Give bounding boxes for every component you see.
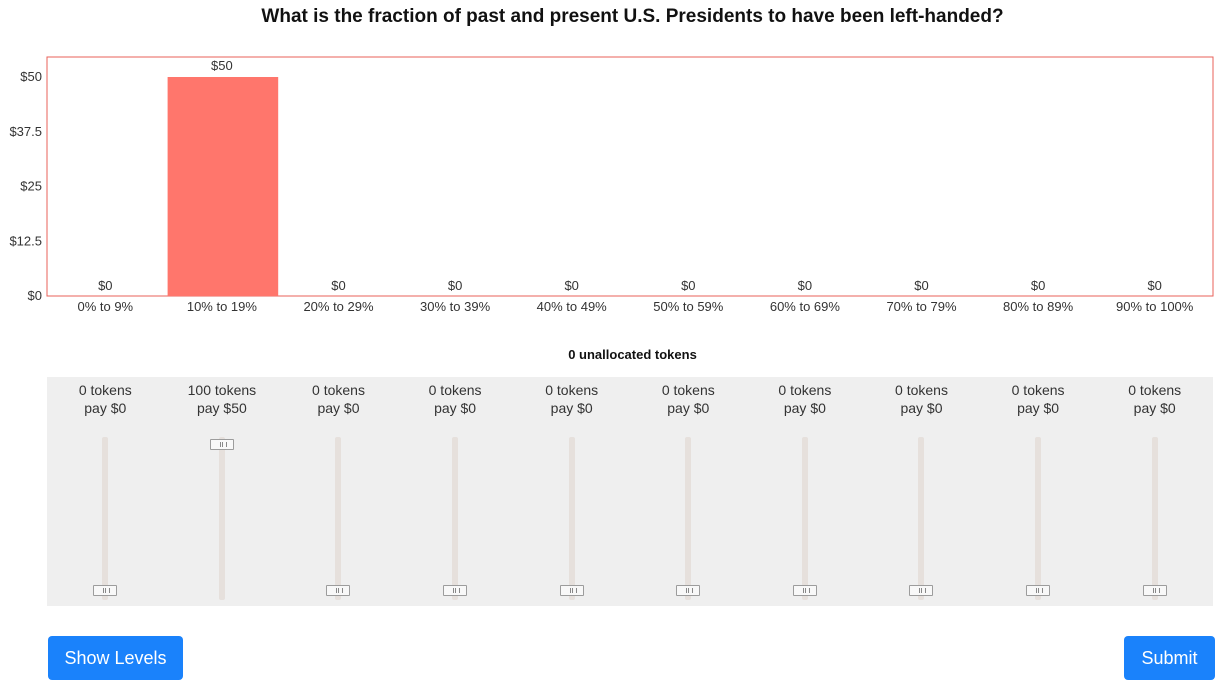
y-tick-label: $25 xyxy=(20,179,42,194)
slider-column: 0 tokens pay $0 xyxy=(747,377,864,606)
pay-amount-label: pay $0 xyxy=(783,400,826,416)
submit-button[interactable]: Submit xyxy=(1124,636,1215,680)
slider-column: 0 tokens pay $0 xyxy=(980,377,1097,606)
y-tick-label: $12.5 xyxy=(9,233,42,248)
bar-value-label: $0 xyxy=(1031,278,1045,293)
x-tick-label: 20% to 29% xyxy=(303,299,374,314)
slider-column: 0 tokens pay $0 xyxy=(280,377,397,606)
bar-value-label: $0 xyxy=(448,278,462,293)
x-tick-label: 90% to 100% xyxy=(1116,299,1194,314)
slider-handle[interactable] xyxy=(443,585,468,596)
bar-value-label: $0 xyxy=(98,278,112,293)
x-tick-label: 70% to 79% xyxy=(886,299,957,314)
pay-amount-label: pay $0 xyxy=(317,400,360,416)
bar-value-label: $0 xyxy=(798,278,812,293)
slider-handle[interactable] xyxy=(676,585,701,596)
slider-column: 0 tokens pay $0 xyxy=(863,377,980,606)
pay-amount-label: pay $0 xyxy=(550,400,593,416)
slider-track[interactable] xyxy=(685,437,692,600)
slider-column: 0 tokens pay $0 xyxy=(513,377,630,606)
slider-handle[interactable] xyxy=(326,585,351,596)
slider-handle[interactable] xyxy=(93,585,118,596)
bar-value-label: $0 xyxy=(331,278,345,293)
bar-value-label: $0 xyxy=(681,278,695,293)
token-count-label: 0 tokens xyxy=(312,382,365,398)
token-count-label: 0 tokens xyxy=(1011,382,1065,398)
slider-panel: 0 tokens pay $0 100 tokens pay $50 0 tokens p… xyxy=(47,377,1213,606)
token-count-label: 0 tokens xyxy=(78,382,132,398)
show-levels-button[interactable]: Show Levels xyxy=(48,636,183,680)
x-tick-label: 40% to 49% xyxy=(537,299,608,314)
pay-amount-label: pay $0 xyxy=(667,400,710,416)
page-title: What is the fraction of past and present… xyxy=(261,6,1004,27)
slider-handle[interactable] xyxy=(209,439,234,450)
slider-track[interactable] xyxy=(1035,437,1042,600)
unallocated-tokens-label: 0 unallocated tokens xyxy=(568,347,697,362)
x-tick-label: 50% to 59% xyxy=(653,299,724,314)
slider-column: 0 tokens pay $0 xyxy=(1096,377,1213,606)
plot-frame xyxy=(46,56,1214,297)
pay-amount-label: pay $0 xyxy=(434,400,477,416)
slider-handle[interactable] xyxy=(559,585,584,596)
slider-column: 100 tokens pay $50 xyxy=(164,377,281,606)
pay-amount-label: pay $0 xyxy=(84,400,127,416)
slider-handle[interactable] xyxy=(1026,585,1051,596)
token-count-label: 0 tokens xyxy=(545,382,599,398)
x-tick-label: 0% to 9% xyxy=(77,299,133,314)
slider-handle[interactable] xyxy=(1142,585,1167,596)
y-tick-label: $0 xyxy=(28,288,42,303)
pay-amount-label: pay $50 xyxy=(196,400,247,416)
pay-amount-label: pay $0 xyxy=(1133,400,1176,416)
slider-column: 0 tokens pay $0 xyxy=(397,377,514,606)
bar xyxy=(167,77,279,296)
slider-track[interactable] xyxy=(1151,437,1158,600)
y-tick-label: $50 xyxy=(20,69,42,84)
slider-track[interactable] xyxy=(801,437,808,600)
slider-track[interactable] xyxy=(568,437,575,600)
slider-handle[interactable] xyxy=(909,585,934,596)
bar-value-label: $0 xyxy=(564,278,578,293)
x-tick-label: 10% to 19% xyxy=(187,299,258,314)
pay-amount-label: pay $0 xyxy=(1017,400,1060,416)
bar-chart: $0 $12.5 $25 $37.5 $50 $0 0% to 9% $50 10% to 19… xyxy=(9,56,1214,314)
slider-column: 0 tokens pay $0 xyxy=(630,377,747,606)
pay-amount-label: pay $0 xyxy=(900,400,943,416)
x-tick-label: 60% to 69% xyxy=(770,299,841,314)
token-count-label: 0 tokens xyxy=(895,382,948,398)
token-count-label: 0 tokens xyxy=(778,382,832,398)
token-count-label: 0 tokens xyxy=(428,382,482,398)
slider-track[interactable] xyxy=(452,437,459,600)
slider-track[interactable] xyxy=(918,437,925,600)
slider-track[interactable] xyxy=(102,437,109,600)
token-count-label: 100 tokens xyxy=(187,382,257,398)
bar-value-label: $0 xyxy=(914,278,928,293)
y-tick-label: $37.5 xyxy=(9,124,42,139)
token-count-label: 0 tokens xyxy=(1128,382,1182,398)
slider-column: 0 tokens pay $0 xyxy=(47,377,164,606)
bar-value-label: $0 xyxy=(1147,278,1161,293)
slider-track[interactable] xyxy=(335,437,342,600)
x-tick-label: 80% to 89% xyxy=(1003,299,1074,314)
slider-handle[interactable] xyxy=(792,585,817,596)
slider-track[interactable] xyxy=(218,437,225,600)
x-tick-label: 30% to 39% xyxy=(420,299,491,314)
token-count-label: 0 tokens xyxy=(661,382,715,398)
bar-value-label: $50 xyxy=(211,58,233,73)
